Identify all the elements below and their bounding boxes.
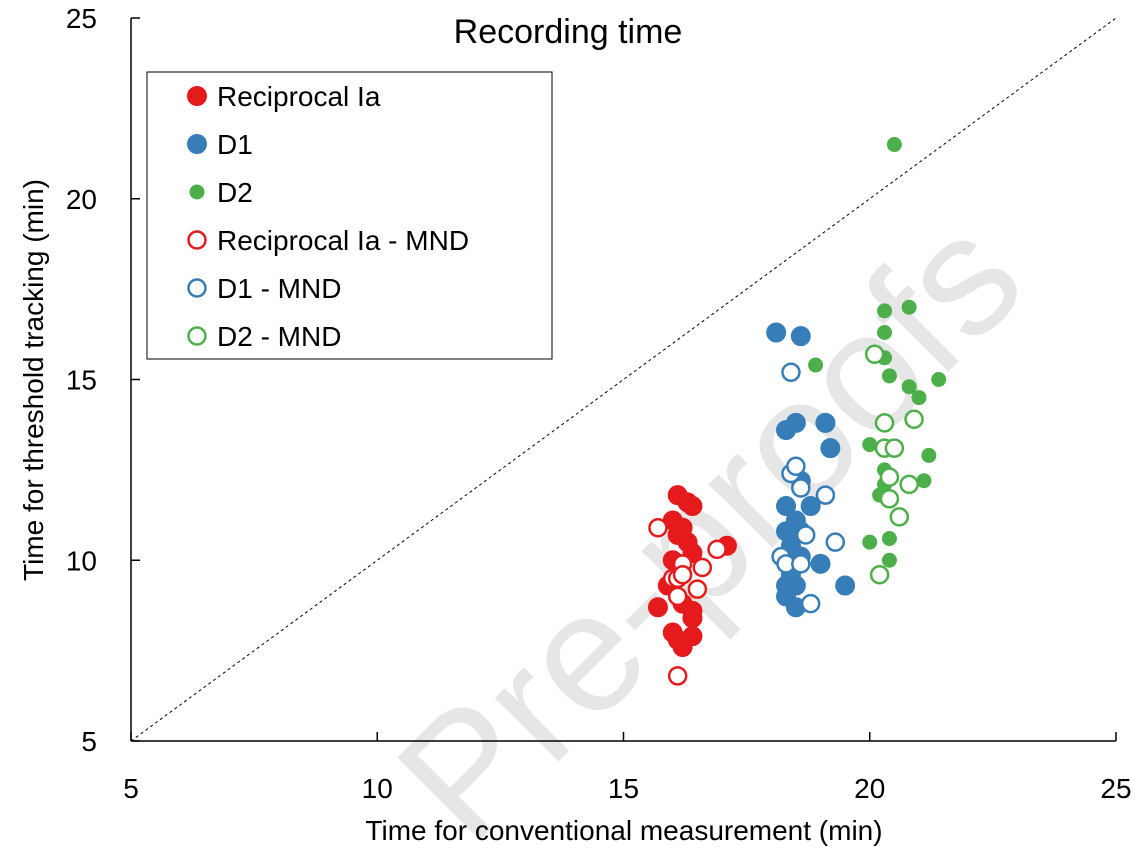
legend-marker [189,184,205,200]
data-point [766,322,787,343]
data-point [825,532,846,552]
series-group [771,362,846,614]
data-point [820,438,841,459]
data-point [776,496,797,517]
y-tick-label: 15 [66,365,97,396]
data-point [862,534,878,550]
data-point [692,557,713,578]
legend-marker [187,326,207,346]
chart-title: Recording time [454,13,683,51]
data-point [884,438,905,458]
data-point [815,485,836,505]
legend-label: D1 [217,129,253,160]
data-point [879,467,900,487]
data-point [786,456,806,477]
legend-label: D2 - MND [217,321,341,352]
data-point [877,303,893,319]
data-point [800,593,821,614]
data-point [881,368,897,384]
data-point [800,496,821,517]
data-point [790,326,811,347]
points-layer [647,137,947,686]
data-point [815,412,836,433]
data-point [667,666,688,686]
y-tick-label: 25 [66,3,97,34]
data-point [931,372,947,387]
data-point [916,473,932,489]
series-group [864,344,924,585]
data-point [687,579,708,599]
data-point [899,474,919,495]
x-axis-title: Time for conventional measurement (min) [365,815,882,846]
x-tick-label: 10 [362,773,393,804]
legend-label: Reciprocal Ia - MND [217,225,469,256]
y-ticks: 5 10 15 20 25 [66,3,140,757]
data-point [877,325,893,341]
data-point [776,420,797,441]
data-point [921,447,937,463]
data-point [682,608,703,629]
x-tick-label: 20 [854,773,885,804]
series-group [648,517,727,686]
data-point [862,437,878,453]
data-point [886,137,902,153]
data-point [889,507,910,527]
legend-marker [187,134,207,154]
data-point [791,554,811,574]
data-point [707,539,727,560]
legend-marker [187,86,207,106]
x-tick-label: 25 [1100,773,1131,804]
data-point [808,357,824,373]
data-point [901,299,917,315]
x-ticks: 5 10 15 20 25 [123,732,1132,804]
y-tick-label: 5 [81,726,97,757]
data-point [781,362,801,383]
data-point [682,626,703,647]
legend: Reciprocal Ia D1 D2 Reciprocal Ia - MND D1 -… [146,71,553,360]
y-axis-title: Time for threshold tracking (min) [18,179,49,581]
data-point [881,531,897,547]
legend-label: Reciprocal Ia [217,81,381,112]
data-point [810,553,831,574]
x-tick-label: 15 [608,773,639,804]
data-point [864,344,885,364]
x-tick-label: 5 [123,773,139,804]
series-group [647,485,737,658]
data-point [795,525,816,545]
legend-label: D2 [217,177,253,208]
data-point [901,379,917,395]
y-tick-label: 10 [66,545,97,576]
data-point [791,478,811,498]
data-point [682,496,703,517]
y-tick-label: 20 [66,184,97,215]
legend-marker [187,278,207,298]
legend-marker [187,230,207,250]
data-point [672,564,693,585]
data-point [904,409,924,430]
data-point [874,413,895,433]
data-point [879,489,900,509]
legend-label: D1 - MND [217,273,341,304]
legend-box [146,71,553,360]
data-point [881,552,897,568]
data-point [911,390,927,406]
data-point [667,586,688,607]
data-point [835,575,856,596]
data-point [648,517,668,538]
series-group [808,137,947,568]
data-point [869,564,890,585]
data-point [647,597,668,618]
